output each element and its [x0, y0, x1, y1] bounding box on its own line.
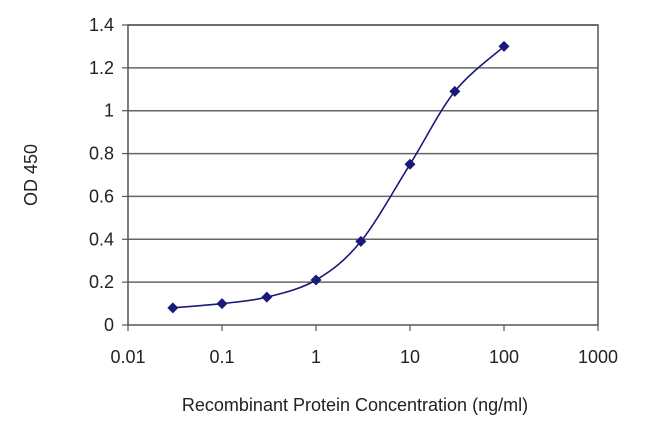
y-tick-label: 0 [104, 315, 114, 335]
data-point [261, 291, 273, 303]
data-point [310, 274, 322, 286]
data-point [216, 298, 228, 310]
data-point [404, 158, 416, 170]
data-point [355, 235, 367, 247]
x-tick-label: 0.1 [209, 347, 234, 367]
y-tick-label: 0.2 [89, 272, 114, 292]
y-axis-ticks: 0 0.2 0.4 0.6 0.8 1 1.2 1.4 [89, 15, 128, 335]
y-tick-label: 0.6 [89, 186, 114, 206]
x-tick-label: 100 [489, 347, 519, 367]
y-tick-label: 0.4 [89, 229, 114, 249]
series-layer [167, 40, 510, 314]
y-tick-label: 1 [104, 101, 114, 121]
data-point [498, 40, 510, 52]
x-axis-ticks: 0.01 0.1 1 10 100 1000 [110, 325, 618, 367]
data-point [449, 85, 461, 97]
y-axis-title: OD 450 [21, 144, 41, 206]
x-axis-title: Recombinant Protein Concentration (ng/ml… [182, 395, 528, 415]
x-tick-label: 10 [400, 347, 420, 367]
y-tick-label: 1.2 [89, 58, 114, 78]
y-tick-label: 0.8 [89, 144, 114, 164]
x-tick-label: 1000 [578, 347, 618, 367]
y-tick-label: 1.4 [89, 15, 114, 35]
x-tick-label: 1 [311, 347, 321, 367]
x-tick-label: 0.01 [110, 347, 145, 367]
data-point [167, 302, 179, 314]
plot-area-frame [127, 24, 599, 326]
series-line [172, 45, 505, 309]
